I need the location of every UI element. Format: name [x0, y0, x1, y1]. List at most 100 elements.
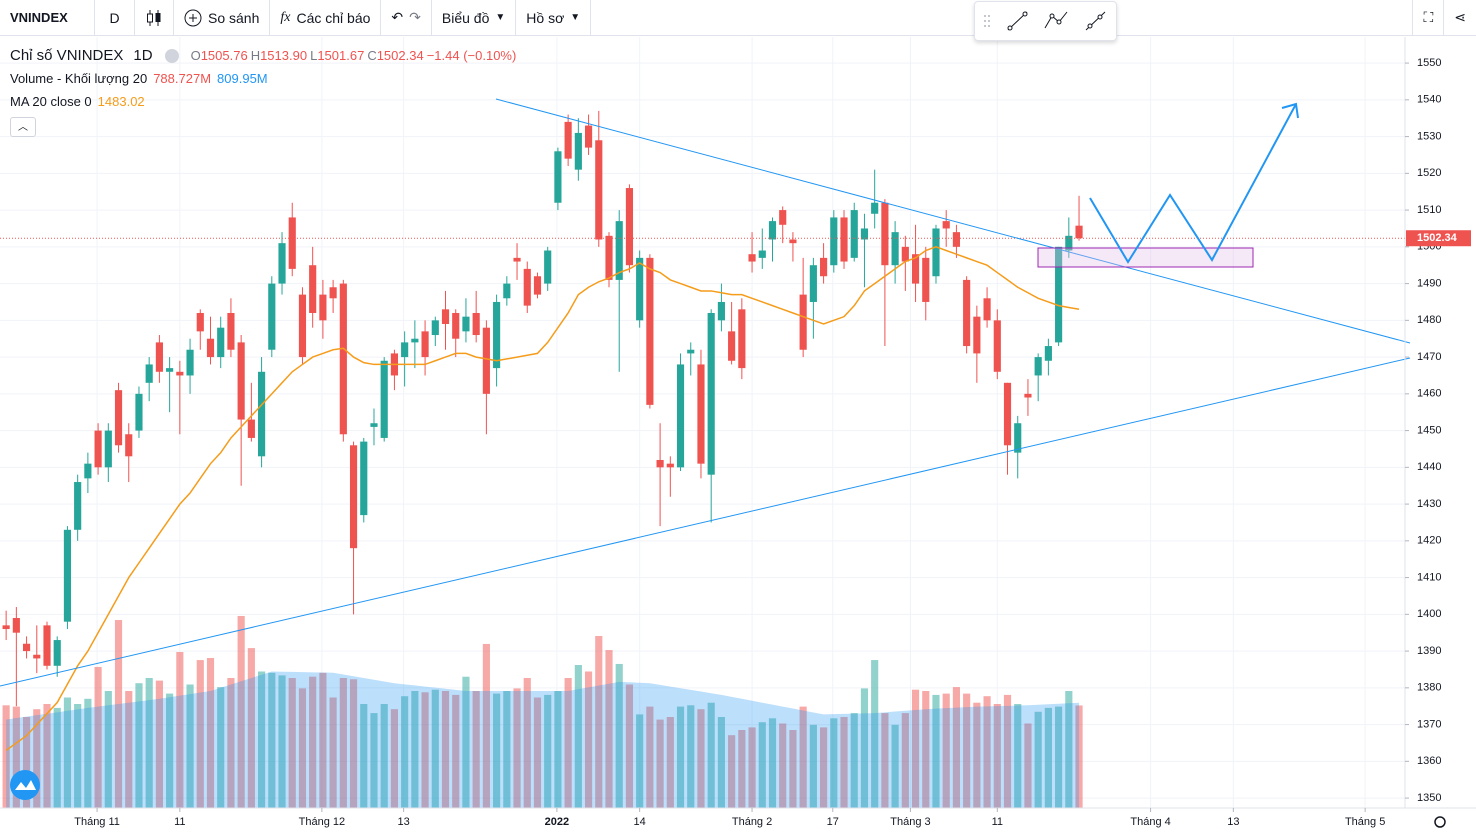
chevron: ▼ [570, 12, 581, 23]
volume-bar [472, 691, 480, 808]
volume-bar [646, 706, 654, 808]
candle-body [1055, 246, 1063, 343]
y-tick-label: 1520 [1417, 167, 1441, 179]
candle-body [298, 294, 307, 358]
price-pane [0, 110, 1405, 751]
ohlc-value: 1513.90 [260, 48, 308, 63]
annotations [0, 98, 1411, 687]
candle-body [646, 257, 654, 405]
x-tick-label: Tháng 3 [890, 816, 930, 828]
volume-bar [574, 665, 582, 808]
candle-body [63, 529, 72, 622]
volume-bar [789, 730, 797, 808]
logo[interactable] [10, 770, 40, 800]
y-tick-label: 1400 [1417, 608, 1441, 620]
candle-body [554, 151, 562, 203]
chart-button[interactable]: Biểu đồ ▼ [432, 0, 517, 36]
candle-body [717, 301, 725, 321]
candle-body [217, 327, 225, 358]
profile-button[interactable]: Hồ sơ ▼ [516, 0, 592, 36]
volume-bar [717, 717, 725, 808]
x-tick-label: Tháng 4 [1130, 816, 1170, 828]
candle-body [411, 338, 419, 343]
compare-label: So sánh [208, 9, 260, 26]
x-tick-label: 13 [1227, 816, 1239, 828]
candle-body [22, 643, 31, 652]
volume-bar [349, 679, 358, 808]
volume-bar [33, 709, 41, 808]
volume-bar [431, 689, 439, 808]
undo-redo[interactable]: ↶ ↷ [381, 0, 432, 36]
ray-tool[interactable] [1085, 11, 1106, 31]
trend-tool[interactable] [1007, 11, 1028, 31]
collapse-legend[interactable]: ︿ [10, 117, 36, 137]
candle-body [145, 364, 153, 383]
volume-bar [22, 717, 31, 808]
volume-ma-value: 809.95M [217, 71, 268, 86]
candle-body [1065, 235, 1073, 251]
volume-bar [840, 717, 848, 808]
logo-icon [15, 780, 36, 790]
plus-icon [184, 9, 202, 26]
drag-handle[interactable] [984, 15, 990, 27]
ohlc-key: O [190, 48, 201, 63]
x-tick-label: 14 [634, 816, 646, 828]
volume-bar [227, 678, 235, 808]
candle-body [441, 309, 450, 325]
x-tick-label: Tháng 11 [74, 816, 120, 828]
volume-bar [390, 709, 398, 808]
volume-bar [584, 671, 593, 808]
candle-body [942, 221, 950, 229]
candle-body [380, 360, 388, 438]
path-tool[interactable] [1044, 11, 1068, 29]
x-tick-label: Tháng 5 [1345, 816, 1385, 828]
volume-bar [973, 702, 981, 808]
volume-bar [809, 724, 817, 808]
candle-body [452, 312, 460, 339]
volume-bar [247, 648, 255, 808]
volume-bar [881, 713, 889, 808]
candle-body [574, 132, 582, 170]
candle-body [94, 430, 102, 468]
candle-body [697, 364, 705, 464]
volume-bar [738, 730, 746, 808]
volume-bar [523, 678, 531, 808]
x-tick-label: 11 [992, 816, 1003, 828]
symbol[interactable]: VNINDEX [0, 0, 95, 36]
volume-bar [155, 680, 163, 808]
volume-pane [2, 615, 1083, 808]
candle-body [329, 287, 337, 299]
candle-body [309, 265, 317, 313]
x-tick-label: Tháng 2 [732, 816, 772, 828]
redo[interactable]: ↷ [409, 9, 421, 25]
ohlc-value: 1505.76 [200, 48, 248, 63]
fullscreen-button[interactable]: ⛶ [1412, 0, 1445, 36]
share-button[interactable]: ⋖ [1454, 9, 1466, 25]
compare-button[interactable]: So sánh [174, 0, 271, 36]
ohlc-item: H1513.90 [251, 44, 307, 67]
candle-body [584, 125, 593, 148]
volume-bar [441, 691, 450, 808]
candle-body [779, 210, 787, 225]
y-tick-label: 1350 [1417, 792, 1441, 804]
indicators-button[interactable]: fx Các chỉ báo [270, 0, 382, 36]
candle-body [523, 268, 531, 306]
volume-bar [309, 676, 317, 808]
interval[interactable]: D [95, 0, 135, 36]
candle-body [533, 276, 542, 295]
volume-bar [104, 691, 112, 808]
last-price-label: 1502.34 [1417, 232, 1458, 244]
volume-bar [963, 693, 971, 808]
settings-icon[interactable] [1434, 816, 1446, 828]
arrow-head [1281, 102, 1299, 119]
volume-bar [1055, 706, 1063, 808]
volume-bar [329, 697, 337, 808]
volume-bar [891, 724, 899, 808]
volume-bar [830, 718, 838, 808]
volume-bar [186, 684, 194, 808]
undo[interactable]: ↶ [391, 9, 404, 25]
status-dot [164, 48, 179, 63]
chart-style[interactable] [135, 0, 174, 36]
y-tick-label: 1540 [1417, 94, 1441, 106]
